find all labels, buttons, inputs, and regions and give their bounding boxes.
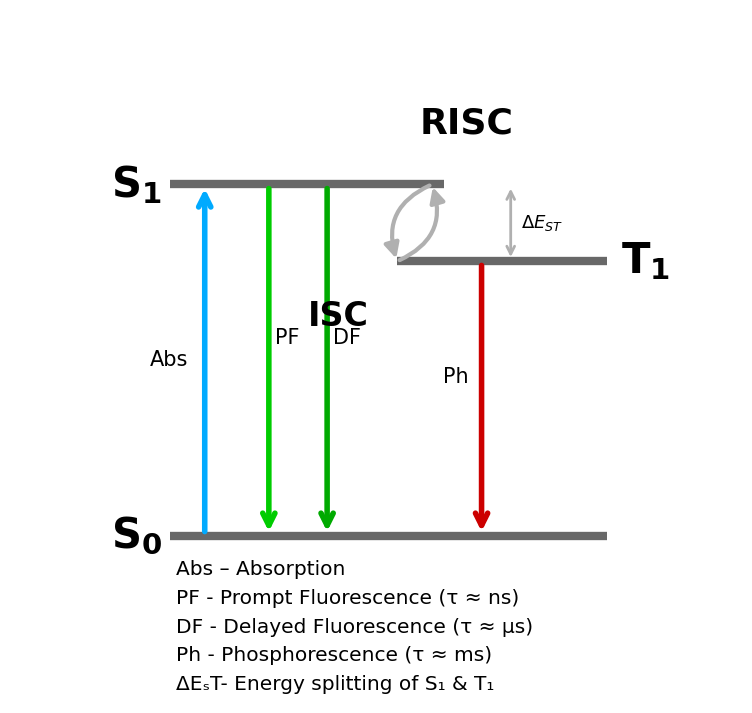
Text: RISC: RISC (420, 107, 514, 141)
Text: DF: DF (333, 328, 361, 348)
FancyArrowPatch shape (399, 192, 444, 260)
Text: $\Delta E_{ST}$: $\Delta E_{ST}$ (521, 212, 563, 233)
FancyArrowPatch shape (386, 185, 429, 254)
Text: $\mathbf{S_0}$: $\mathbf{S_0}$ (111, 515, 162, 557)
Text: DF - Delayed Fluorescence (τ ≈ μs): DF - Delayed Fluorescence (τ ≈ μs) (176, 617, 532, 637)
Text: PF - Prompt Fluorescence (τ ≈ ns): PF - Prompt Fluorescence (τ ≈ ns) (176, 589, 519, 608)
Text: Ph - Phosphorescence (τ ≈ ms): Ph - Phosphorescence (τ ≈ ms) (176, 646, 492, 665)
Text: Ph: Ph (443, 366, 468, 386)
Text: PF: PF (274, 328, 299, 348)
Text: Abs – Absorption: Abs – Absorption (176, 560, 345, 580)
Text: ΔEₛT- Energy splitting of S₁ & T₁: ΔEₛT- Energy splitting of S₁ & T₁ (176, 674, 494, 694)
Text: Abs: Abs (150, 350, 189, 370)
Text: $\mathbf{S_1}$: $\mathbf{S_1}$ (111, 163, 162, 206)
Text: ISC: ISC (308, 299, 369, 333)
Text: $\mathbf{T_1}$: $\mathbf{T_1}$ (621, 240, 671, 282)
